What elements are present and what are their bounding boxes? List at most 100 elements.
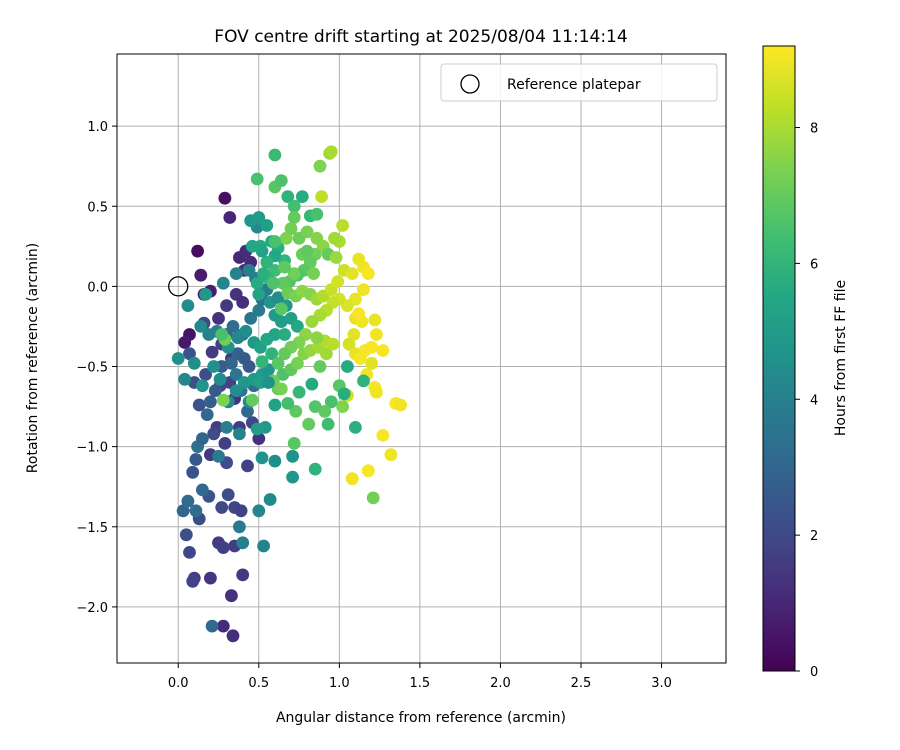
data-point	[263, 493, 277, 506]
data-point	[274, 174, 288, 188]
data-point	[207, 360, 221, 373]
y-tick-label: 0.0	[87, 280, 108, 295]
data-point	[225, 356, 238, 370]
data-point	[361, 267, 375, 280]
data-point	[252, 504, 266, 518]
data-point	[241, 459, 254, 473]
data-point	[257, 267, 270, 280]
x-tick-label: 0.0	[168, 676, 189, 691]
data-point	[204, 571, 217, 585]
data-point	[252, 432, 266, 445]
data-point	[200, 408, 214, 421]
data-point	[278, 347, 291, 361]
data-point	[178, 372, 192, 386]
data-point	[178, 336, 192, 349]
data-point	[236, 568, 250, 582]
data-point	[308, 400, 322, 413]
y-tick-label: −2.0	[76, 601, 108, 616]
data-point	[205, 619, 219, 633]
data-point	[365, 340, 378, 354]
data-point	[268, 398, 282, 412]
data-point	[234, 504, 248, 518]
data-point	[326, 337, 340, 351]
data-point	[352, 307, 366, 320]
y-tick-label: −1.5	[76, 521, 108, 536]
data-point	[229, 368, 243, 381]
data-point	[286, 449, 299, 463]
data-point	[226, 629, 240, 643]
data-point	[189, 453, 203, 466]
data-point	[268, 328, 282, 341]
data-point	[268, 235, 282, 248]
data-point	[255, 451, 269, 465]
data-point	[250, 422, 264, 436]
colorbar-tick-label: 6	[810, 257, 818, 272]
data-point	[281, 190, 295, 204]
data-point	[225, 589, 238, 603]
data-point	[216, 393, 230, 407]
data-point	[289, 405, 303, 418]
x-tick-label: 2.0	[490, 676, 511, 691]
data-point	[292, 385, 306, 399]
data-point	[366, 491, 380, 505]
data-point	[341, 360, 354, 373]
data-point	[229, 267, 243, 280]
data-point	[244, 312, 258, 325]
data-point	[220, 421, 234, 434]
data-point	[242, 264, 256, 277]
data-point	[370, 385, 383, 399]
data-point	[353, 352, 367, 365]
data-point	[300, 244, 314, 258]
data-point	[271, 356, 285, 370]
data-point	[196, 432, 209, 445]
data-point	[183, 546, 196, 559]
data-point	[241, 405, 254, 418]
colorbar-tick-label: 4	[810, 393, 818, 408]
data-point	[345, 472, 359, 486]
data-point	[199, 368, 213, 381]
x-tick-label: 0.5	[248, 676, 269, 691]
data-point	[196, 379, 209, 393]
data-point	[221, 488, 235, 502]
legend-box	[440, 63, 718, 102]
data-point	[274, 382, 288, 396]
data-point	[176, 504, 190, 518]
data-point	[357, 283, 370, 296]
data-point	[239, 324, 253, 338]
data-point	[287, 437, 301, 450]
data-point	[328, 231, 341, 245]
colorbar-tick-label: 2	[810, 529, 818, 544]
data-point	[321, 417, 335, 431]
data-point	[186, 465, 200, 479]
data-point	[181, 494, 195, 508]
data-point	[204, 395, 217, 409]
data-point	[257, 539, 270, 553]
data-point	[245, 239, 259, 253]
data-point	[329, 251, 343, 264]
data-point	[212, 449, 225, 463]
data-point	[302, 417, 316, 431]
data-point	[181, 299, 195, 312]
data-point	[191, 244, 205, 258]
data-point	[245, 393, 259, 407]
data-point	[260, 255, 274, 269]
data-point	[276, 276, 290, 290]
data-point	[223, 211, 237, 224]
data-point	[215, 501, 229, 514]
data-point	[255, 244, 269, 258]
data-point	[250, 172, 264, 186]
data-point	[255, 355, 269, 369]
data-point	[192, 398, 206, 412]
data-point	[300, 225, 314, 239]
data-point	[266, 276, 280, 290]
data-point	[202, 328, 216, 341]
data-point	[260, 219, 274, 232]
y-axis-label: Rotation from reference (arcmin)	[25, 243, 41, 473]
data-point	[331, 275, 345, 288]
data-point	[236, 296, 250, 309]
data-point	[278, 260, 291, 274]
x-tick-label: 2.5	[571, 676, 592, 691]
data-point	[187, 356, 201, 370]
data-point	[287, 199, 301, 213]
